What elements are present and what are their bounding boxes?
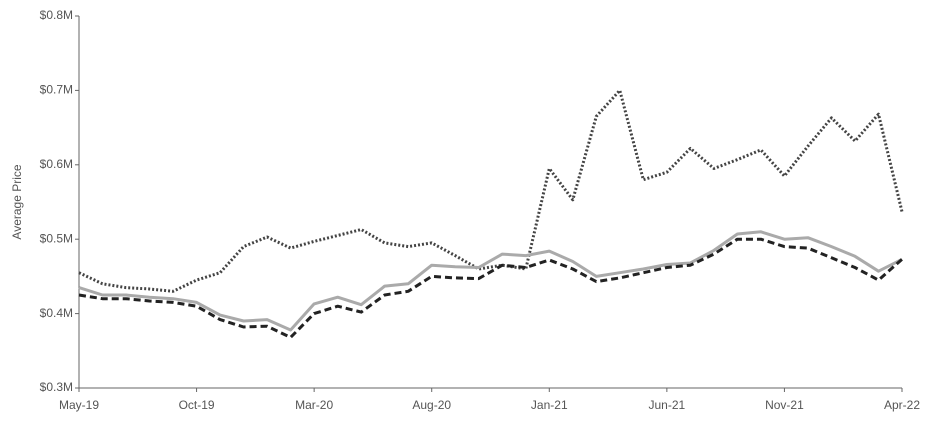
x-tick-label: Jan-21 [531, 398, 568, 412]
x-tick-label: Mar-20 [295, 398, 333, 412]
y-tick-label: $0.6M [40, 157, 73, 171]
x-tick-label: Nov-21 [765, 398, 804, 412]
x-tick-label: Oct-19 [179, 398, 215, 412]
y-tick-label: $0.7M [40, 83, 73, 97]
y-tick-label: $0.8M [40, 8, 73, 22]
y-tick-label: $0.4M [40, 306, 73, 320]
y-tick-label: $0.5M [40, 231, 73, 245]
series-line [78, 88, 904, 293]
x-tick-label: Aug-20 [412, 398, 451, 412]
x-tick-label: Jun-21 [649, 398, 686, 412]
y-axis-label: Average Price [10, 164, 24, 239]
series-line [78, 230, 903, 332]
series-line [78, 237, 903, 339]
x-tick-label: May-19 [59, 398, 99, 412]
x-tick-label: Apr-22 [884, 398, 920, 412]
y-tick-label: $0.3M [40, 380, 73, 394]
